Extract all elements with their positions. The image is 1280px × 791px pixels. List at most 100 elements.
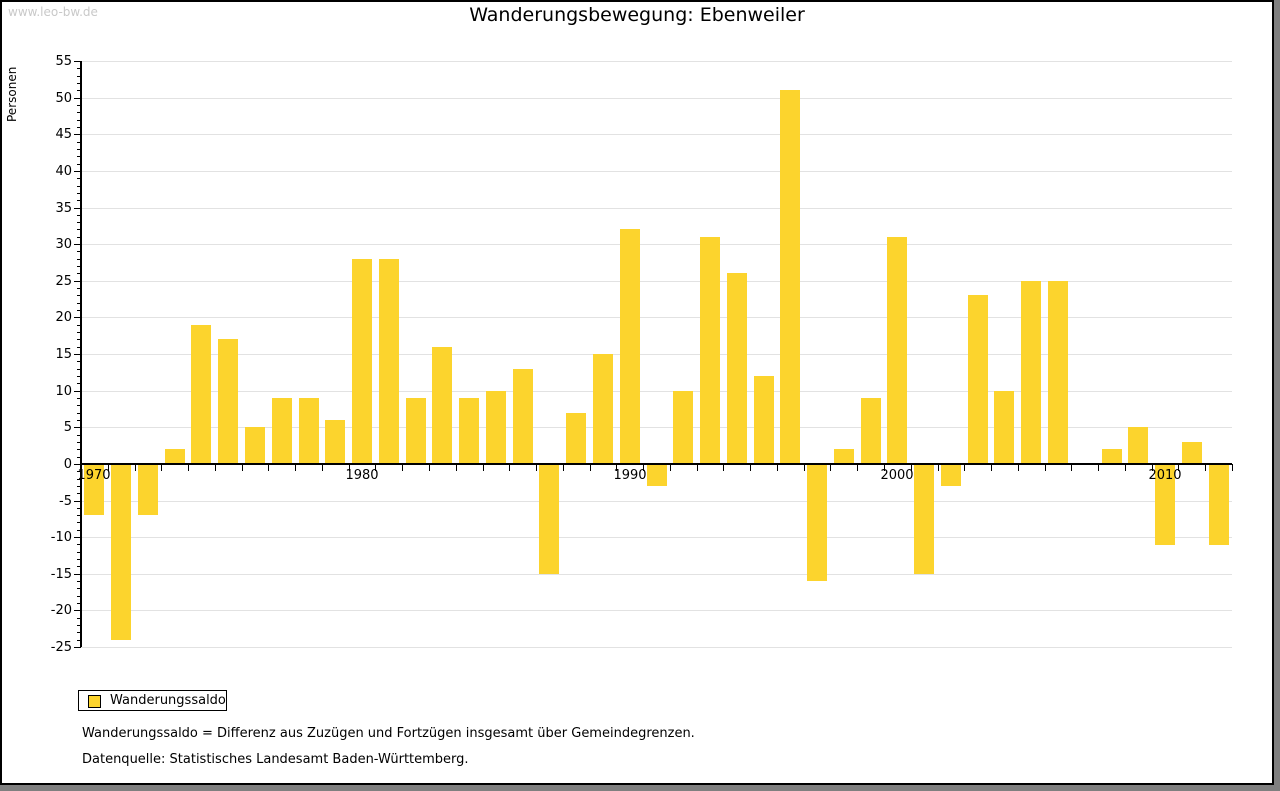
x-axis-tick <box>268 464 269 471</box>
y-axis-tick <box>77 215 81 216</box>
x-axis-tick <box>1232 464 1233 471</box>
bar-1989 <box>593 354 613 464</box>
y-axis-tick <box>77 347 81 348</box>
y-tick-label: 5 <box>63 420 72 435</box>
y-axis-tick <box>77 149 81 150</box>
y-tick-label: 45 <box>55 127 72 142</box>
y-axis-tick <box>77 552 81 553</box>
legend-box: Wanderungssaldo <box>78 690 227 711</box>
gridline <box>81 171 1232 172</box>
y-axis-tick <box>74 317 81 318</box>
y-axis-tick <box>74 134 81 135</box>
bar-2003 <box>968 295 988 463</box>
bar-2001 <box>914 464 934 574</box>
bar-1996 <box>780 90 800 464</box>
y-axis-tick <box>77 581 81 582</box>
x-axis-tick <box>830 464 831 471</box>
y-axis-tick <box>74 98 81 99</box>
x-axis-tick <box>108 464 109 471</box>
bar-1987 <box>539 464 559 574</box>
bar-1975 <box>218 339 238 464</box>
bar-2006 <box>1048 281 1068 464</box>
y-tick-label: 10 <box>55 384 72 399</box>
gridline <box>81 98 1232 99</box>
y-axis-tick <box>77 361 81 362</box>
y-axis-tick <box>77 332 81 333</box>
y-axis-tick <box>77 303 81 304</box>
x-axis-tick <box>322 464 323 471</box>
bar-1981 <box>379 259 399 464</box>
y-axis-tick <box>77 515 81 516</box>
y-axis-tick <box>77 295 81 296</box>
gridline <box>81 134 1232 135</box>
bar-1972 <box>138 464 158 515</box>
gridline <box>81 281 1232 282</box>
y-axis-tick <box>77 559 81 560</box>
x-tick-label-1980: 1980 <box>345 468 379 483</box>
y-axis-tick <box>77 200 81 201</box>
x-axis-tick <box>723 464 724 471</box>
bar-1978 <box>299 398 319 464</box>
bar-2010 <box>1155 464 1175 545</box>
y-axis-tick <box>77 420 81 421</box>
y-tick-label: 25 <box>55 274 72 289</box>
x-axis-tick <box>1205 464 1206 471</box>
y-axis-tick <box>77 522 81 523</box>
y-tick-label: -10 <box>50 530 72 545</box>
bar-1997 <box>807 464 827 581</box>
y-axis-tick <box>74 208 81 209</box>
y-tick-label: 30 <box>55 237 72 252</box>
bar-1995 <box>754 376 774 464</box>
y-axis-tick <box>77 479 81 480</box>
bar-1977 <box>272 398 292 464</box>
y-axis-tick <box>74 574 81 575</box>
x-axis-tick <box>188 464 189 471</box>
x-axis-tick <box>1152 464 1153 471</box>
x-axis-tick <box>750 464 751 471</box>
y-axis-tick <box>77 413 81 414</box>
footnote-source: Datenquelle: Statistisches Landesamt Bad… <box>82 752 469 767</box>
y-axis-tick <box>77 493 81 494</box>
y-tick-label: 0 <box>63 457 72 472</box>
y-axis-tick <box>77 471 81 472</box>
y-axis-tick <box>77 229 81 230</box>
x-axis-tick <box>670 464 671 471</box>
x-axis-tick <box>804 464 805 471</box>
gridline <box>81 574 1232 575</box>
y-axis-tick <box>77 186 81 187</box>
watermark: www.leo-bw.de <box>8 5 98 19</box>
x-axis-tick <box>349 464 350 471</box>
legend-label: Wanderungssaldo <box>110 693 226 708</box>
x-axis-tick <box>911 464 912 471</box>
y-axis-tick <box>74 427 81 428</box>
gridline <box>81 391 1232 392</box>
x-axis-tick <box>643 464 644 471</box>
y-axis-tick <box>74 391 81 392</box>
x-axis-tick <box>697 464 698 471</box>
y-axis-tick <box>77 178 81 179</box>
y-axis-tick <box>77 588 81 589</box>
x-tick-label-1970: 1970 <box>77 468 111 483</box>
y-axis-tick <box>77 544 81 545</box>
y-axis-tick <box>77 164 81 165</box>
y-axis-tick <box>77 383 81 384</box>
gridline <box>81 317 1232 318</box>
frame-shadow-bottom <box>0 785 1274 791</box>
y-axis-tick <box>77 259 81 260</box>
bar-2008 <box>1102 449 1122 464</box>
y-tick-label: -25 <box>50 640 72 655</box>
bar-1983 <box>432 347 452 464</box>
x-axis-tick <box>215 464 216 471</box>
y-tick-label: -20 <box>50 603 72 618</box>
gridline <box>81 501 1232 502</box>
y-axis-line <box>80 61 82 647</box>
y-axis-tick <box>77 310 81 311</box>
y-axis-tick <box>74 354 81 355</box>
y-axis-tick <box>77 222 81 223</box>
x-axis-tick <box>1018 464 1019 471</box>
bar-1990 <box>620 229 640 463</box>
bar-1998 <box>834 449 854 464</box>
x-axis-tick <box>616 464 617 471</box>
gridline <box>81 610 1232 611</box>
